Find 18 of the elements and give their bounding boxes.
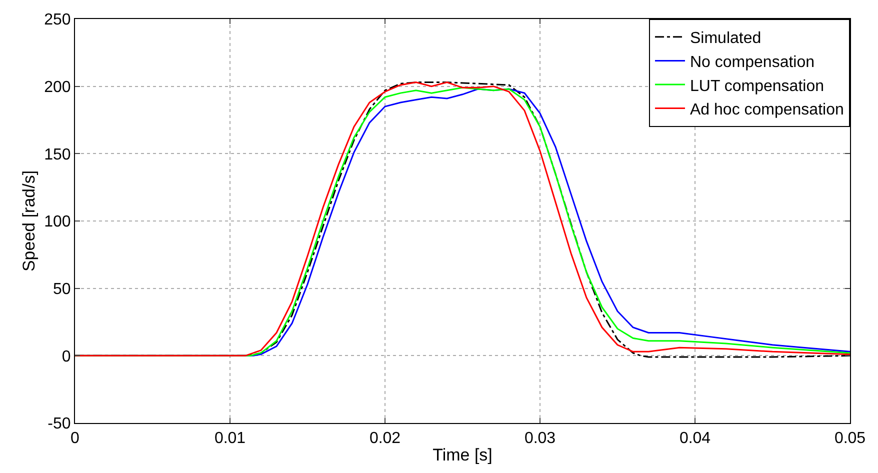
y-tick-label: 50 [53, 280, 71, 298]
y-tick-label: 0 [62, 348, 71, 366]
legend-label: LUT compensation [690, 78, 824, 95]
legend-label: No compensation [690, 54, 815, 71]
y-tick-label: -50 [48, 416, 71, 433]
y-tick-label: 250 [44, 12, 71, 29]
x-tick-label: 0.01 [214, 430, 246, 448]
y-tick-label: 100 [44, 214, 71, 231]
y-tick-label: 150 [44, 146, 71, 164]
legend-label: Simulated [690, 30, 762, 48]
x-tick-label: 0.03 [524, 430, 556, 448]
x-tick-label: 0.02 [369, 430, 401, 448]
x-axis-title: Time [s] [432, 446, 492, 465]
y-axis-title: Speed [rad/s] [20, 170, 39, 272]
x-tick-label: 0.05 [834, 430, 866, 448]
legend-label: Ad hoc compensation [690, 102, 844, 119]
x-tick-label: 0.04 [679, 430, 711, 448]
y-tick-label: 200 [44, 78, 71, 96]
